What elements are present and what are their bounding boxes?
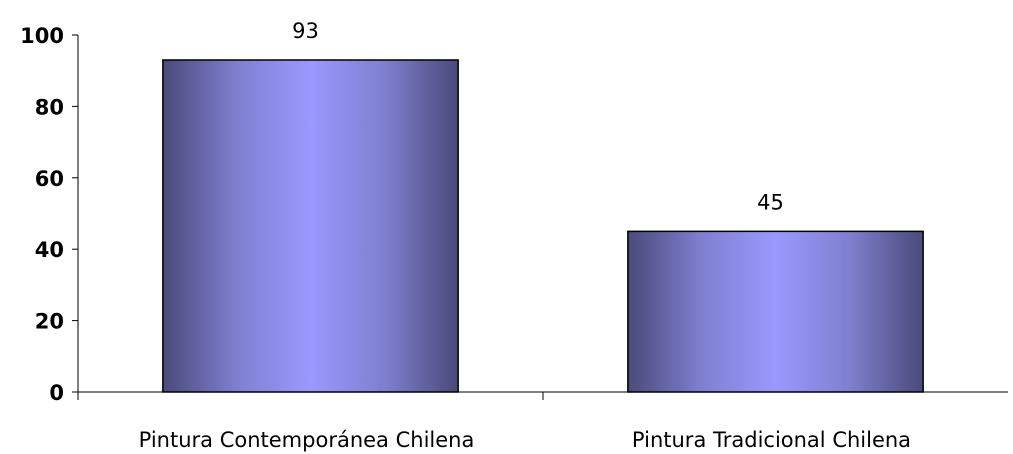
y-tick-label: 80 (35, 95, 64, 119)
category-label: Pintura Tradicional Chilena (632, 428, 911, 452)
y-tick-label: 0 (49, 381, 64, 405)
data-labels: 93 45 (292, 19, 784, 214)
y-tick-label: 20 (35, 310, 64, 334)
bar (627, 230, 924, 393)
data-label: 45 (757, 190, 784, 214)
category-label: Pintura Contemporánea Chilena (139, 428, 475, 452)
bar (162, 59, 459, 393)
y-tick-label: 100 (20, 24, 64, 48)
y-axis-ticks: 0 20 40 60 80 100 (20, 24, 78, 405)
category-labels: Pintura Contemporánea Chilena Pintura Tra… (139, 428, 911, 452)
y-tick-label: 40 (35, 238, 64, 262)
y-tick-label: 60 (35, 167, 64, 191)
data-label: 93 (292, 19, 319, 43)
bars (162, 59, 924, 393)
